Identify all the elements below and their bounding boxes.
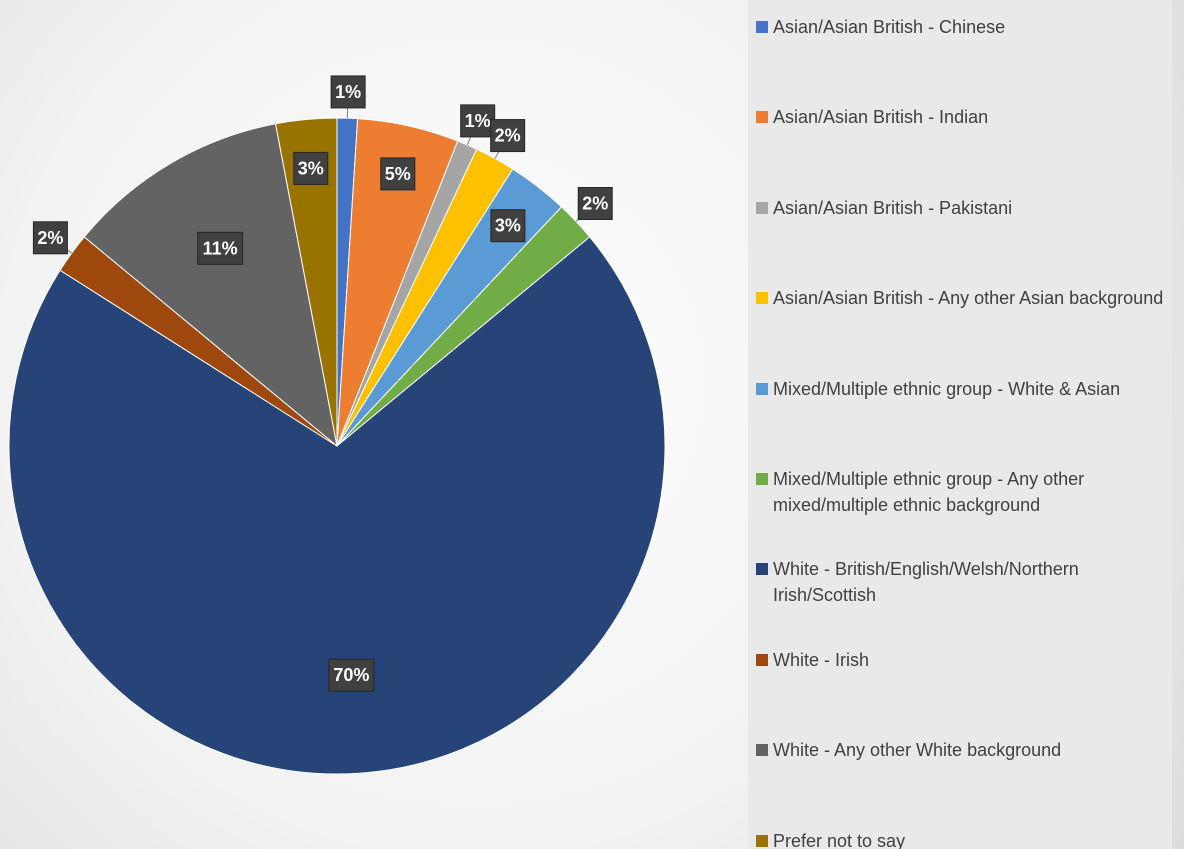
- pie-slice: [274, 117, 338, 447]
- data-label-box: [460, 104, 496, 138]
- data-label-text: 11%: [203, 238, 238, 258]
- data-label-text: 70%: [333, 665, 369, 685]
- legend-swatch: [756, 653, 768, 666]
- legend-label: Mixed/Multiple ethnic group - Any other …: [773, 469, 1085, 515]
- data-label-box: [32, 221, 68, 255]
- legend-swatch: [756, 563, 768, 576]
- data-label: 5%: [380, 157, 416, 191]
- pie-slice: [8, 236, 666, 775]
- pie-area: 1%5%1%2%3%2%70%2%11%3%: [8, 75, 666, 775]
- legend-label: White - Any other White background: [773, 740, 1062, 761]
- legend-item: Asian/Asian British - Chinese: [756, 14, 1166, 40]
- legend-item: Asian/Asian British - Pakistani: [756, 195, 1166, 221]
- legend-swatch: [756, 834, 768, 847]
- legend-label: Asian/Asian British - Any other Asian ba…: [773, 288, 1164, 309]
- data-label: 1%: [330, 75, 366, 109]
- data-label-text: 2%: [37, 228, 63, 248]
- data-label: 11%: [197, 231, 244, 265]
- legend-swatch: [756, 111, 768, 124]
- data-label: 2%: [577, 187, 613, 221]
- legend-item: White - Any other White background: [756, 737, 1166, 763]
- pie-slice: [83, 123, 338, 448]
- data-label-text: 2%: [495, 126, 521, 146]
- legend-swatch: [756, 382, 768, 395]
- legend-item: Mixed/Multiple ethnic group - Any other …: [756, 466, 1166, 518]
- legend-item: White - British/English/Welsh/Northern I…: [756, 556, 1166, 608]
- legend-item: Mixed/Multiple ethnic group - White & As…: [756, 376, 1166, 402]
- data-label-text: 2%: [582, 194, 608, 214]
- data-label: 1%: [460, 104, 496, 138]
- legend-swatch: [756, 21, 768, 33]
- legend-label: Asian/Asian British - Chinese: [773, 17, 1006, 37]
- data-label-text: 3%: [495, 216, 521, 236]
- data-label-box: [293, 151, 329, 185]
- data-label: 2%: [490, 119, 526, 153]
- data-label: 3%: [490, 209, 526, 243]
- data-label-text: 3%: [298, 158, 324, 178]
- data-label-text: 5%: [385, 164, 411, 184]
- data-label: 2%: [32, 221, 68, 255]
- legend-label: Mixed/Multiple ethnic group - White & As…: [773, 378, 1121, 399]
- data-label-box: [380, 157, 416, 191]
- legend-label: Prefer not to say: [773, 830, 906, 849]
- legend: Asian/Asian British - Chinese Asian/Asian…: [748, 0, 1172, 849]
- data-label-text: 1%: [335, 82, 361, 102]
- legend-item: White - Irish: [756, 647, 1166, 673]
- legend-swatch: [756, 744, 768, 757]
- data-label-box: [490, 209, 526, 243]
- legend-label: Asian/Asian British - Indian: [773, 107, 989, 128]
- legend-label: Asian/Asian British - Pakistani: [773, 197, 1013, 218]
- data-label: 3%: [293, 151, 329, 185]
- legend-swatch: [756, 473, 768, 485]
- legend-item: Asian/Asian British - Any other Asian ba…: [756, 285, 1166, 311]
- data-label-box: [330, 75, 366, 109]
- data-label: 70%: [328, 658, 375, 692]
- data-label-box: [328, 658, 375, 692]
- data-label-box: [197, 231, 244, 265]
- legend-label: White - Irish: [773, 649, 870, 670]
- legend-swatch: [756, 292, 768, 305]
- legend-item: Asian/Asian British - Indian: [756, 104, 1166, 130]
- legend-swatch: [756, 201, 768, 214]
- data-label-box: [577, 187, 613, 221]
- data-label-box: [490, 119, 526, 153]
- legend-item: Prefer not to say: [756, 828, 1166, 849]
- data-label-text: 1%: [465, 111, 491, 131]
- legend-label: White - British/English/Welsh/Northern I…: [773, 559, 1079, 606]
